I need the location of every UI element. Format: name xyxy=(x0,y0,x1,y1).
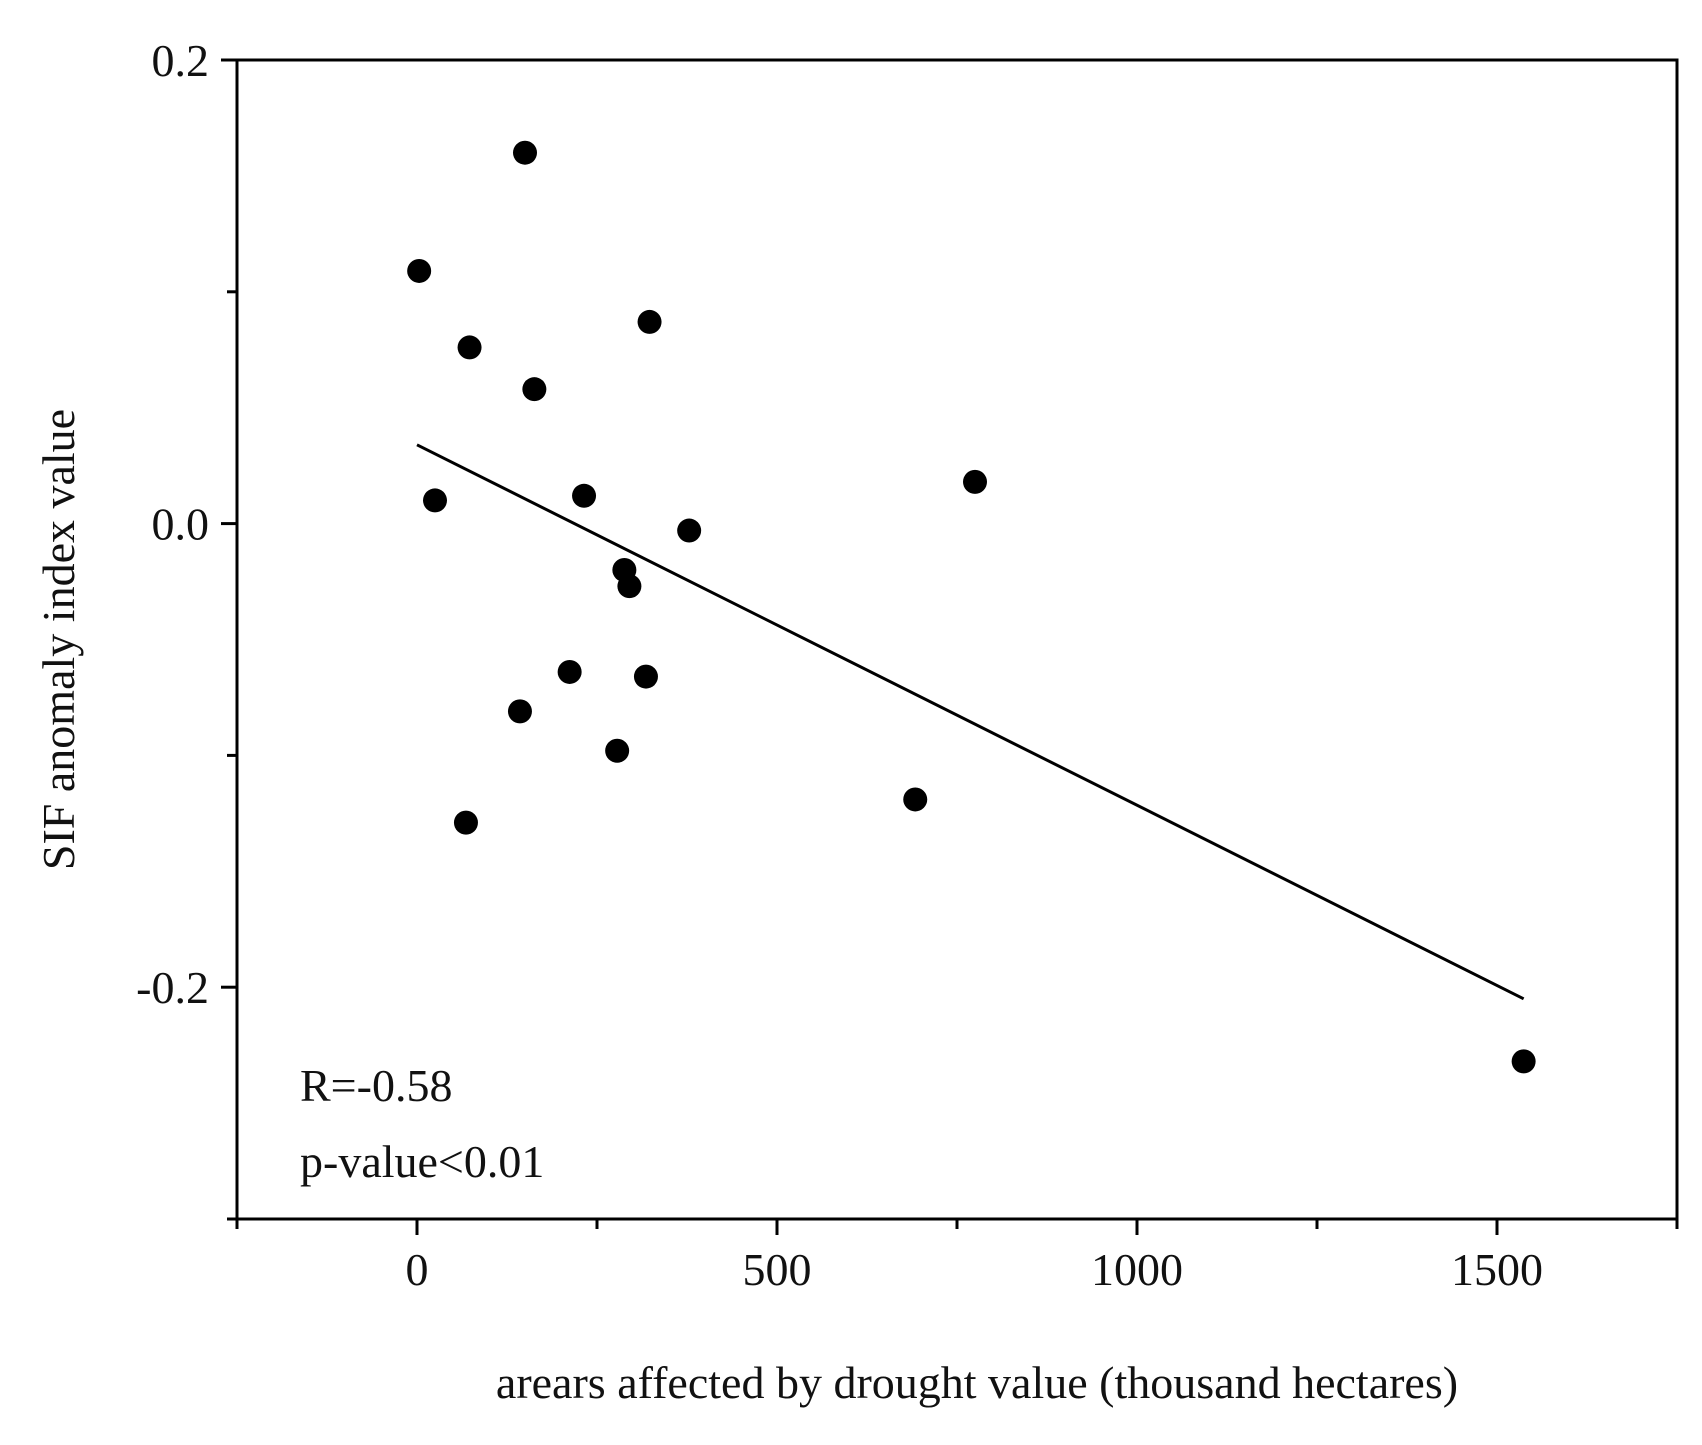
data-point xyxy=(1511,1049,1536,1074)
data-point xyxy=(423,488,447,513)
data-point xyxy=(457,335,482,360)
data-point xyxy=(453,810,478,835)
annotation-p-value: p-value<0.01 xyxy=(300,1136,544,1187)
x-tick-label: 1500 xyxy=(1451,1244,1543,1295)
data-point xyxy=(507,699,532,724)
data-point xyxy=(522,377,547,402)
y-axis-title: SIF anomaly index value xyxy=(33,409,84,870)
data-point xyxy=(572,483,597,508)
x-axis-title: arears affected by drought value (thousa… xyxy=(496,1357,1458,1408)
y-tick-label: -0.2 xyxy=(136,962,209,1013)
data-point xyxy=(903,787,928,812)
y-tick-label: 0.0 xyxy=(152,499,210,550)
data-point xyxy=(617,574,642,599)
data-point xyxy=(637,309,662,334)
x-tick-label: 0 xyxy=(406,1244,429,1295)
data-point xyxy=(513,140,537,165)
data-point xyxy=(633,664,658,689)
data-point xyxy=(605,738,630,763)
y-tick-label: 0.2 xyxy=(152,35,210,86)
data-point xyxy=(677,518,702,543)
data-point xyxy=(557,659,582,684)
x-tick-label: 1000 xyxy=(1091,1244,1183,1295)
annotation-r-value: R=-0.58 xyxy=(300,1060,452,1111)
data-point xyxy=(407,258,432,283)
data-point xyxy=(963,469,987,494)
x-tick-label: 500 xyxy=(743,1244,812,1295)
trend-line xyxy=(416,443,1525,1001)
plot-frame xyxy=(235,58,1679,1221)
